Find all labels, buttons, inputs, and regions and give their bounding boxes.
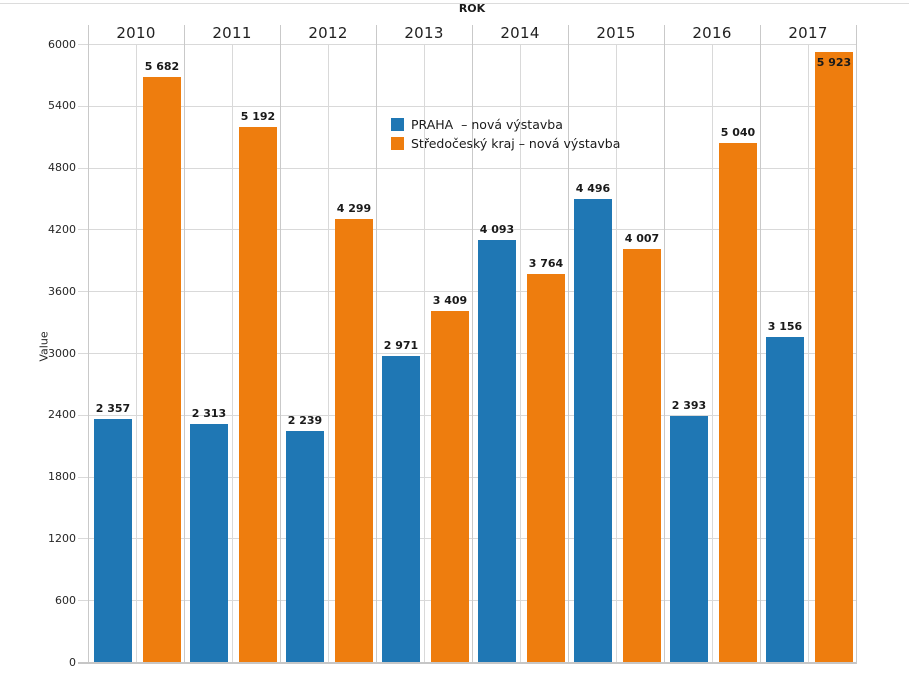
x-gridline xyxy=(808,44,809,664)
y-gridline xyxy=(78,44,856,45)
x-gridline xyxy=(616,44,617,664)
bar-value-label-stredocesky-kraj-2011: 5 192 xyxy=(240,110,276,124)
legend-label-praha: PRAHA – nová výstavba xyxy=(411,117,563,132)
x-axis-year-label: 2013 xyxy=(404,24,444,42)
y-axis-tick-label: 2400 xyxy=(48,408,76,421)
x-gridline xyxy=(712,44,713,664)
x-gridline xyxy=(136,44,137,664)
bar-stredocesky-kraj-2014 xyxy=(527,274,565,662)
bar-stredocesky-kraj-2015 xyxy=(623,249,661,662)
x-gridline xyxy=(328,44,329,664)
x-axis-year-label: 2017 xyxy=(788,24,828,42)
legend: PRAHA – nová výstavba Středočeský kraj – … xyxy=(391,115,620,153)
bar-praha-2015 xyxy=(574,198,612,662)
x-axis-year-label: 2014 xyxy=(500,24,540,42)
bar-stredocesky-kraj-2012 xyxy=(335,219,373,662)
bar-value-label-stredocesky-kraj-2015: 4 007 xyxy=(624,232,660,246)
bar-praha-2012 xyxy=(286,431,324,662)
x-axis-year-label: 2010 xyxy=(116,24,156,42)
legend-swatch-stredocesky-kraj xyxy=(391,137,404,150)
x-axis-line xyxy=(78,662,856,664)
legend-item-stredocesky-kraj: Středočeský kraj – nová výstavba xyxy=(391,134,620,153)
y-axis-tick-label: 4800 xyxy=(48,161,76,174)
bar-value-label-stredocesky-kraj-2017: 5 923 xyxy=(816,55,852,69)
bar-praha-2017 xyxy=(766,336,804,662)
x-gridline xyxy=(664,25,665,664)
bar-value-label-praha-2015: 4 496 xyxy=(575,181,611,195)
bar-praha-2016 xyxy=(670,415,708,662)
bar-value-label-praha-2012: 2 239 xyxy=(287,414,323,428)
x-axis-title: ROK xyxy=(458,2,486,15)
bar-stredocesky-kraj-2016 xyxy=(719,142,757,662)
bar-value-label-stredocesky-kraj-2012: 4 299 xyxy=(336,202,372,216)
bar-value-label-praha-2010: 2 357 xyxy=(95,402,131,416)
y-gridline xyxy=(78,229,856,230)
bar-value-label-praha-2016: 2 393 xyxy=(671,398,707,412)
x-gridline xyxy=(472,25,473,664)
y-axis-tick-label: 3000 xyxy=(48,347,76,360)
bar-praha-2014 xyxy=(478,240,516,662)
bar-stredocesky-kraj-2010 xyxy=(143,76,181,662)
y-gridline xyxy=(78,291,856,292)
x-gridline xyxy=(568,25,569,664)
x-gridline xyxy=(280,25,281,664)
bar-value-label-stredocesky-kraj-2014: 3 764 xyxy=(528,257,564,271)
x-gridline xyxy=(424,44,425,664)
x-axis-year-label: 2015 xyxy=(596,24,636,42)
x-gridline xyxy=(376,25,377,664)
chart-top-border xyxy=(0,3,909,4)
x-gridline xyxy=(232,44,233,664)
x-gridline xyxy=(760,25,761,664)
y-axis-tick-label: 6000 xyxy=(48,38,76,51)
bar-value-label-praha-2014: 4 093 xyxy=(479,223,515,237)
y-axis-tick-label: 1800 xyxy=(48,470,76,483)
y-axis-tick-label: 0 xyxy=(69,656,76,669)
bar-stredocesky-kraj-2013 xyxy=(431,310,469,662)
x-axis-year-label: 2011 xyxy=(212,24,252,42)
bar-value-label-praha-2011: 2 313 xyxy=(191,406,227,420)
y-axis-tick-label: 3600 xyxy=(48,285,76,298)
bar-value-label-praha-2013: 2 971 xyxy=(383,339,419,352)
legend-swatch-praha xyxy=(391,118,404,131)
y-axis-tick-label: 1200 xyxy=(48,532,76,545)
bar-value-label-stredocesky-kraj-2010: 5 682 xyxy=(144,59,180,73)
y-axis-tick-label: 4200 xyxy=(48,223,76,236)
y-gridline xyxy=(78,106,856,107)
x-gridline xyxy=(520,44,521,664)
x-gridline xyxy=(856,25,857,664)
x-axis-year-label: 2016 xyxy=(692,24,732,42)
bar-stredocesky-kraj-2011 xyxy=(239,127,277,662)
bar-stredocesky-kraj-2017 xyxy=(815,51,853,662)
y-axis-tick-label: 600 xyxy=(55,594,76,607)
y-axis-line xyxy=(88,25,89,664)
bar-praha-2011 xyxy=(190,423,228,662)
bar-praha-2013 xyxy=(382,356,420,662)
bar-value-label-stredocesky-kraj-2016: 5 040 xyxy=(720,125,756,139)
legend-item-praha: PRAHA – nová výstavba xyxy=(391,115,620,134)
y-gridline xyxy=(78,168,856,169)
x-gridline xyxy=(184,25,185,664)
y-axis-tick-label: 5400 xyxy=(48,99,76,112)
bar-value-label-stredocesky-kraj-2013: 3 409 xyxy=(432,293,468,307)
bar-praha-2010 xyxy=(94,419,132,662)
legend-label-stredocesky-kraj: Středočeský kraj – nová výstavba xyxy=(411,136,621,151)
bar-value-label-praha-2017: 3 156 xyxy=(767,319,803,333)
x-axis-year-label: 2012 xyxy=(308,24,348,42)
